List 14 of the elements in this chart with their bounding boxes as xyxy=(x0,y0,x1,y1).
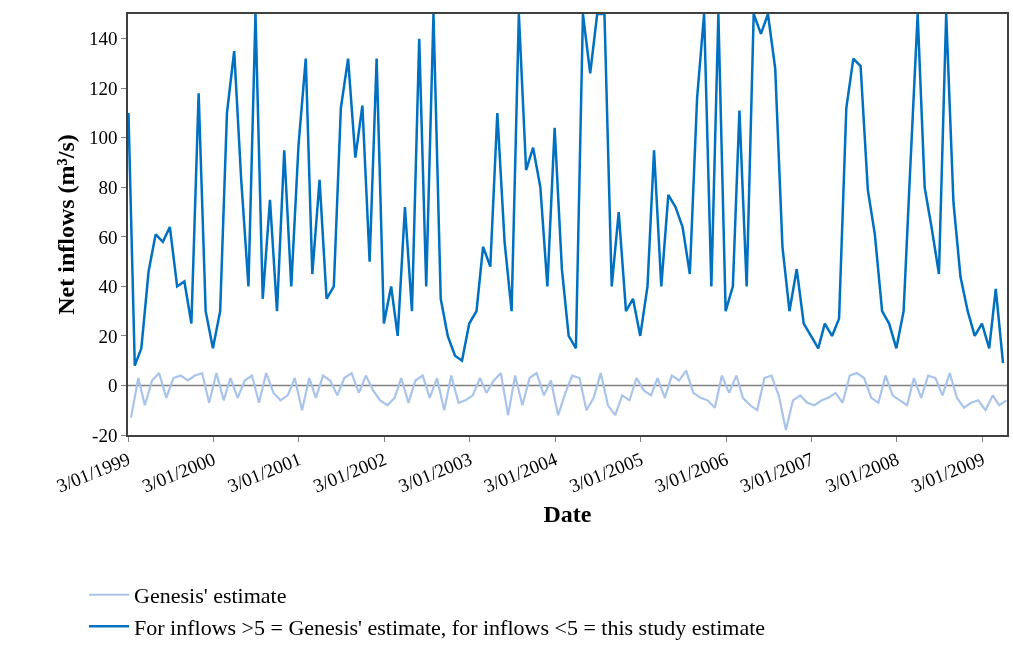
y-axis-title: Net inflows (m³/s) xyxy=(52,134,79,315)
y-tick-label: 100 xyxy=(88,127,118,149)
legend-label: For inflows >5 = Genesis' estimate, for inflows <5 = this study estimate xyxy=(134,614,766,640)
y-tick-label: 80 xyxy=(98,177,118,198)
y-tick-label: 0 xyxy=(107,375,118,397)
y-tick-label: 20 xyxy=(98,325,118,347)
x-axis-title: Date xyxy=(543,501,592,528)
line-series xyxy=(128,14,1005,367)
y-tick-label: 60 xyxy=(98,226,118,248)
legend-label: Genesis' estimate xyxy=(134,583,287,609)
y-tick-label: 140 xyxy=(88,28,118,50)
y-tick-label: 40 xyxy=(98,276,118,298)
y-tick-label: 120 xyxy=(88,77,118,99)
y-tick-label: -20 xyxy=(92,424,118,446)
